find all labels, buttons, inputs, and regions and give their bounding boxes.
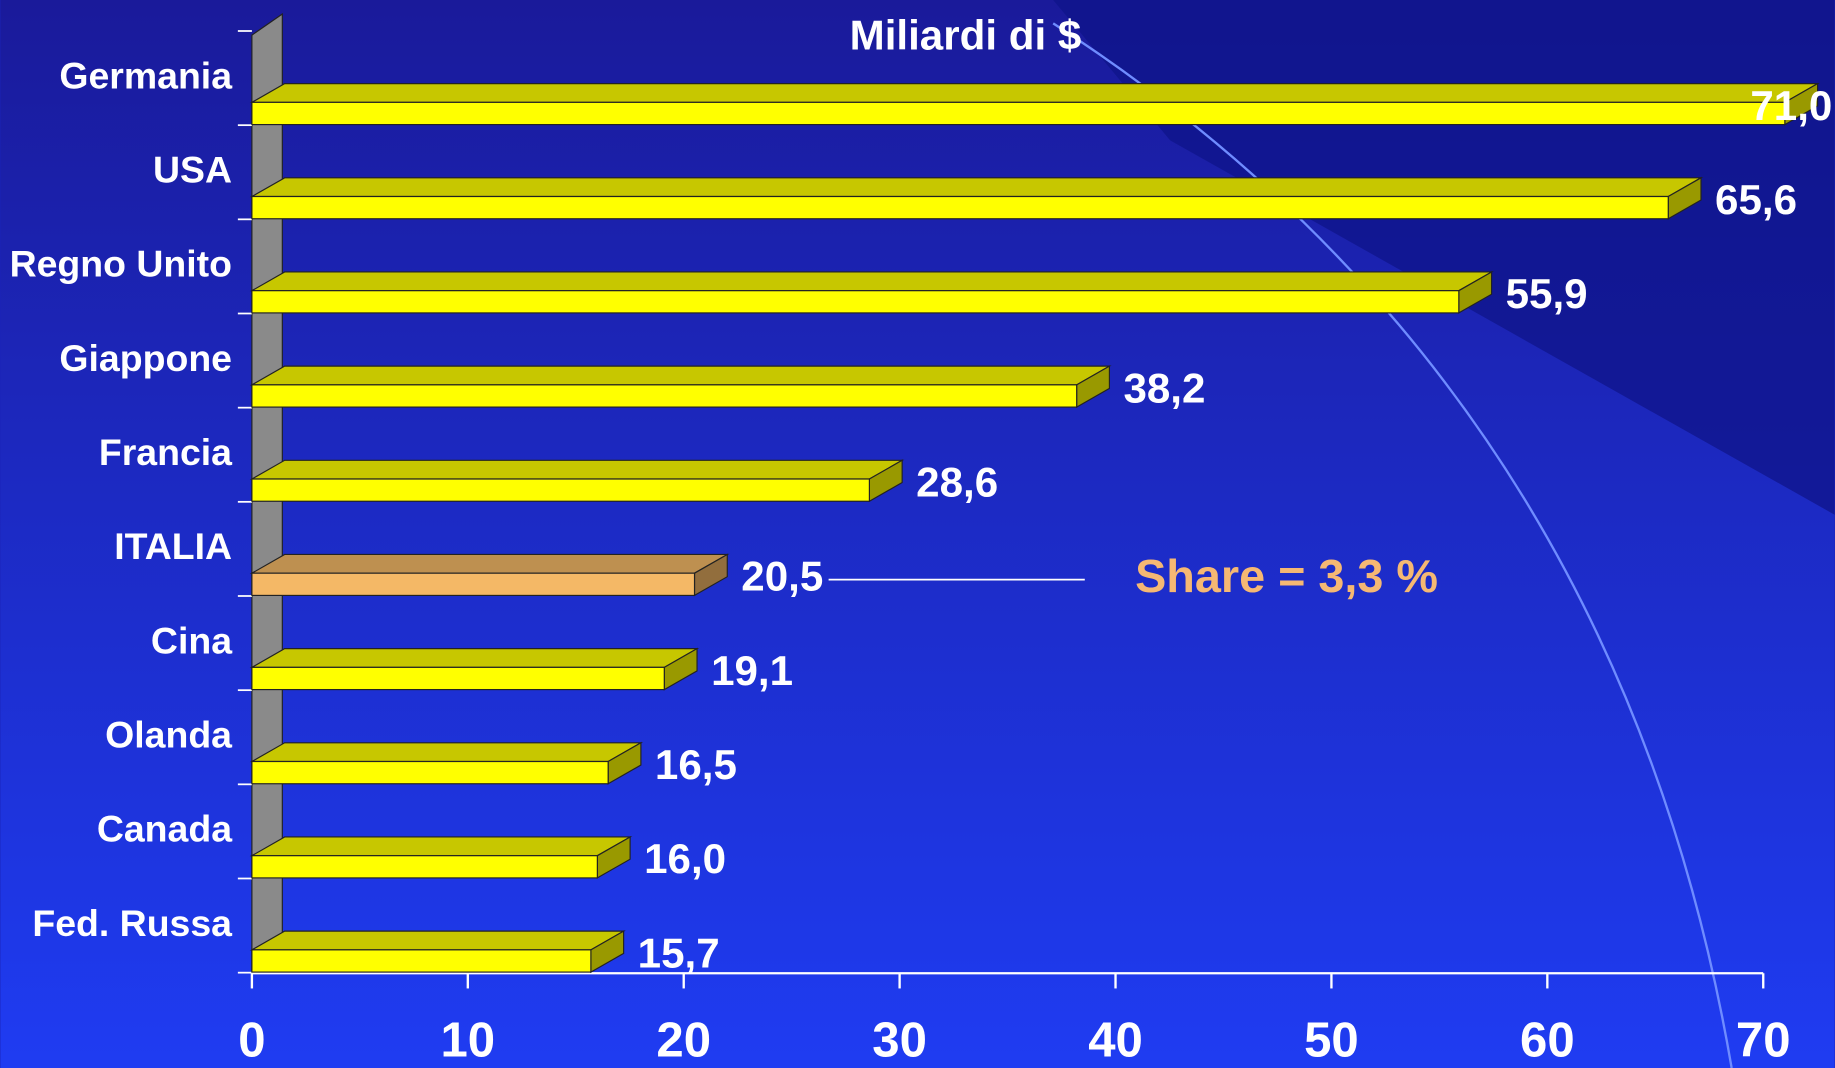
x-tick-label: 50 xyxy=(1304,1013,1359,1067)
value-label: 55,9 xyxy=(1506,270,1588,317)
x-tick-label: 60 xyxy=(1520,1013,1575,1067)
value-label: 65,6 xyxy=(1715,176,1797,223)
bar-top xyxy=(249,742,644,763)
x-tick-label: 0 xyxy=(238,1013,265,1067)
category-label: Giappone xyxy=(59,337,232,379)
background-shape xyxy=(1053,0,1835,515)
bar xyxy=(251,478,870,502)
x-tick-label: 20 xyxy=(656,1013,711,1067)
bar-top xyxy=(249,459,905,480)
bar-top xyxy=(249,177,1704,198)
chart-title: Miliardi di $ xyxy=(850,12,1082,59)
category-label: Fed. Russa xyxy=(32,902,233,944)
bar xyxy=(251,949,592,973)
x-tick-label: 10 xyxy=(440,1013,495,1067)
bar xyxy=(251,572,696,596)
category-label: Regno Unito xyxy=(10,243,232,285)
bar-top xyxy=(249,836,633,857)
category-label: Cina xyxy=(151,619,233,661)
bar-top xyxy=(249,553,730,574)
value-label: 20,5 xyxy=(741,553,823,600)
bar xyxy=(251,666,665,691)
category-label: Germania xyxy=(59,54,233,96)
bar xyxy=(251,384,1078,408)
category-label: ITALIA xyxy=(114,525,232,567)
value-label: 38,2 xyxy=(1123,364,1205,411)
bar xyxy=(251,290,1460,314)
annotation: Share = 3,3 % xyxy=(1135,550,1438,602)
bar xyxy=(251,101,1786,126)
value-label: 28,6 xyxy=(916,459,998,506)
bar-top xyxy=(249,271,1494,292)
category-label: Olanda xyxy=(105,713,233,755)
category-label: USA xyxy=(153,148,232,190)
x-tick-label: 40 xyxy=(1088,1013,1143,1067)
bar xyxy=(251,855,598,879)
x-tick-label: 70 xyxy=(1736,1013,1791,1067)
value-label: 15,7 xyxy=(638,929,720,976)
bar xyxy=(251,760,609,785)
bar-top xyxy=(249,365,1112,386)
x-tick-label: 30 xyxy=(872,1013,927,1067)
value-label: 71,0 xyxy=(1750,82,1832,129)
bar-top xyxy=(249,83,1820,103)
value-label: 16,5 xyxy=(655,741,737,788)
value-label: 16,0 xyxy=(644,835,726,882)
bar-top xyxy=(249,648,700,668)
category-label: Francia xyxy=(99,431,233,473)
value-label: 19,1 xyxy=(711,647,793,694)
category-label: Canada xyxy=(97,808,233,850)
bar-top xyxy=(249,930,626,951)
bar xyxy=(251,195,1669,220)
background-arc xyxy=(1052,22,1733,1068)
